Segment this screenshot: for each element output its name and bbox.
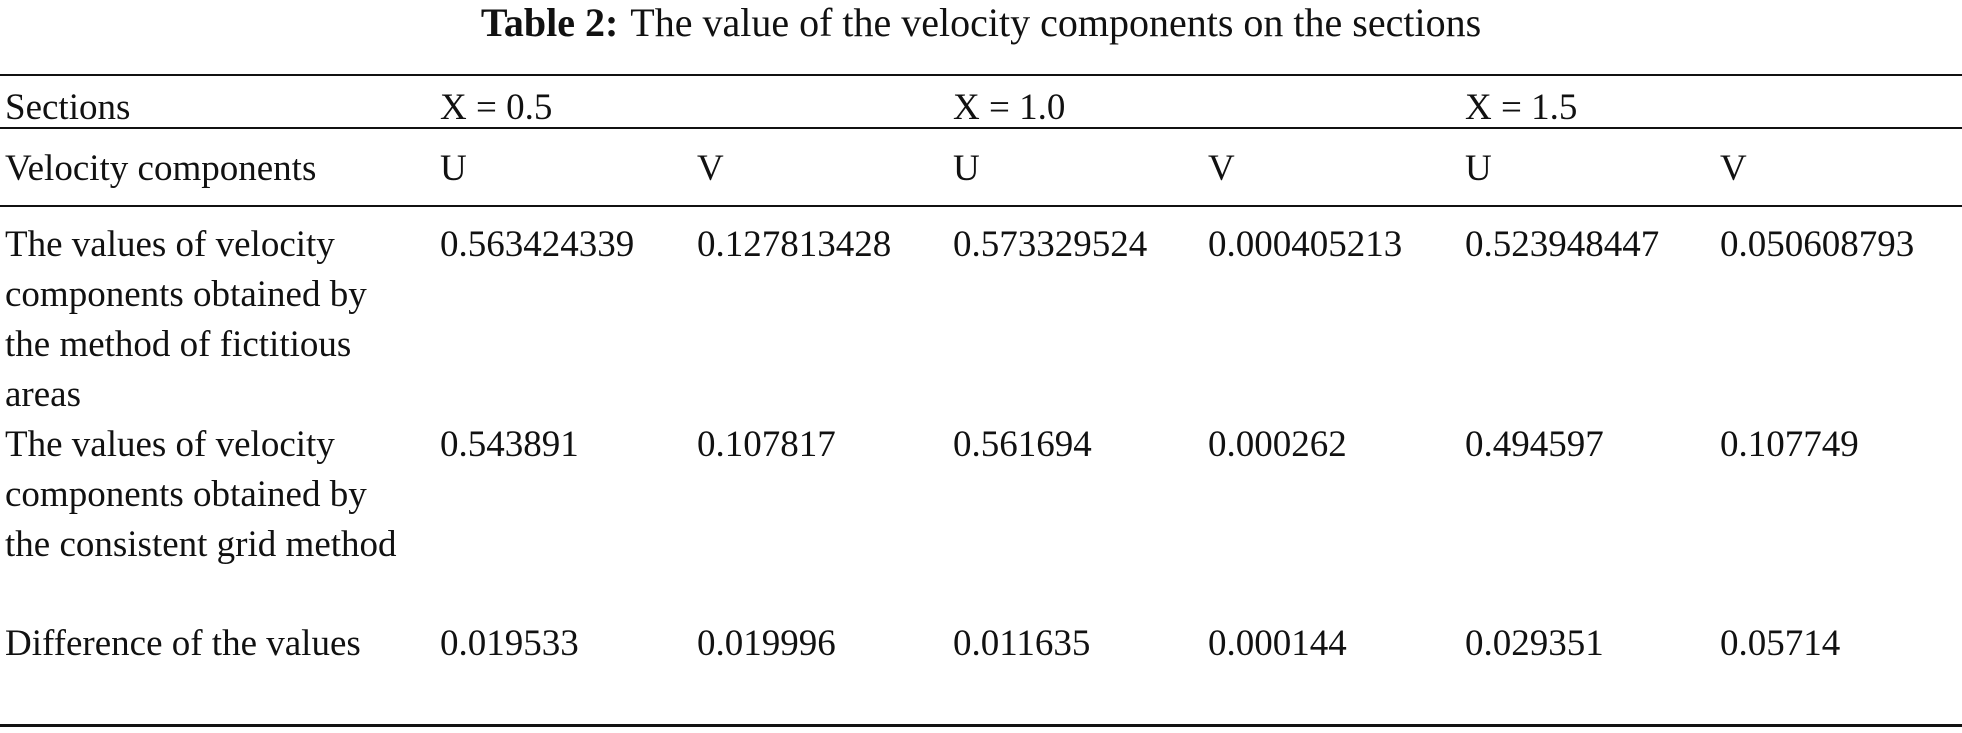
component-header: U <box>1465 148 1492 189</box>
cell-value: 0.050608793 <box>1720 224 1915 265</box>
group-header: X = 0.5 <box>440 87 553 128</box>
cell-value: 0.019533 <box>440 623 579 664</box>
group-rule <box>0 127 1962 129</box>
header-label: Sections <box>5 87 131 128</box>
cell-value: 0.000405213 <box>1208 224 1403 265</box>
cell-value: 0.05714 <box>1720 623 1841 664</box>
header-rule <box>0 205 1962 207</box>
cell-value: 0.000262 <box>1208 424 1347 465</box>
cell-value: 0.000144 <box>1208 623 1347 664</box>
component-header: V <box>1208 148 1235 189</box>
cell-value: 0.011635 <box>953 623 1091 664</box>
title-text: The value of the velocity components on … <box>630 0 1482 45</box>
row-label: The values of velocity components obtain… <box>5 424 397 565</box>
cell-value: 0.561694 <box>953 424 1092 465</box>
cell-value: 0.127813428 <box>697 224 892 265</box>
title-label: Table 2: <box>480 0 619 45</box>
cell-value: 0.563424339 <box>440 224 635 265</box>
cell-value: 0.573329524 <box>953 224 1148 265</box>
subheader-label: Velocity components <box>5 148 317 189</box>
component-header: U <box>953 148 980 189</box>
cell-value: 0.494597 <box>1465 424 1604 465</box>
component-header: V <box>697 148 724 189</box>
bottom-rule <box>0 724 1962 727</box>
cell-value: 0.107749 <box>1720 424 1859 465</box>
cell-value: 0.019996 <box>697 623 836 664</box>
table-title: Table 2: The value of the velocity compon… <box>0 0 1962 46</box>
row-label: Difference of the values <box>5 623 361 664</box>
row-label: The values of velocity components obtain… <box>5 224 367 415</box>
top-rule <box>0 74 1962 76</box>
group-header: X = 1.5 <box>1465 87 1578 128</box>
cell-value: 0.107817 <box>697 424 836 465</box>
component-header: U <box>440 148 467 189</box>
cell-value: 0.543891 <box>440 424 579 465</box>
component-header: V <box>1720 148 1747 189</box>
group-header: X = 1.0 <box>953 87 1066 128</box>
cell-value: 0.523948447 <box>1465 224 1660 265</box>
cell-value: 0.029351 <box>1465 623 1604 664</box>
